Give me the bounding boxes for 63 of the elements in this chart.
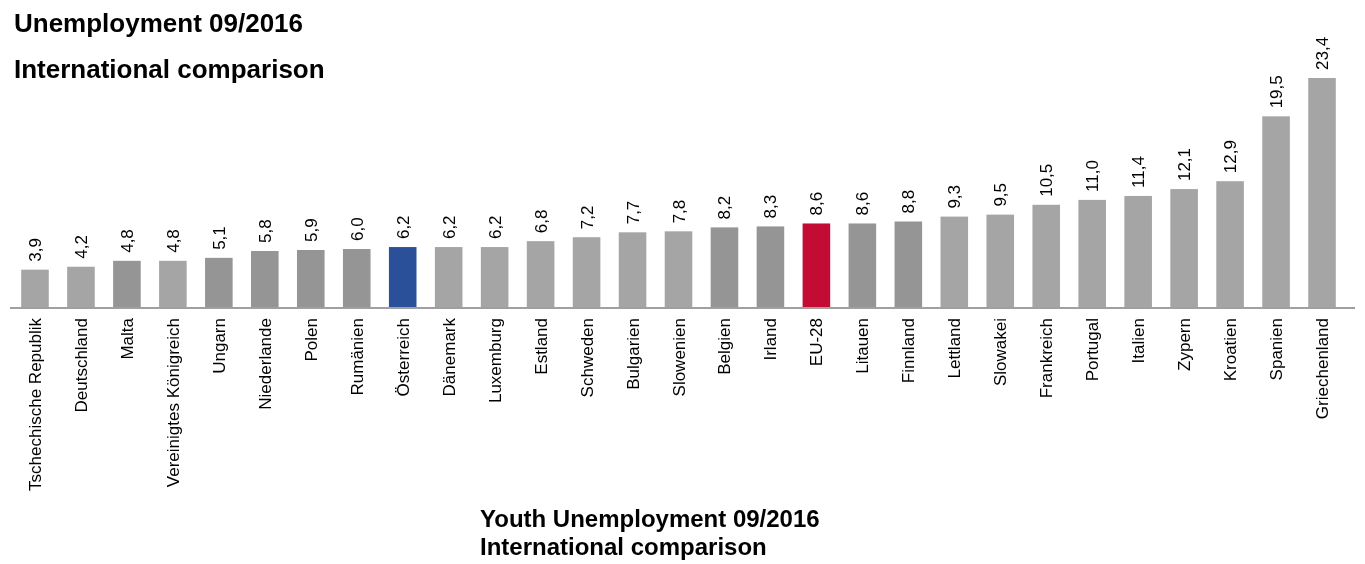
data-label: 6,2 xyxy=(485,215,505,240)
x-tick-label: Tschechische Republik xyxy=(25,317,45,491)
x-tick-label: Niederlande xyxy=(255,318,275,410)
data-label: 11,4 xyxy=(1129,156,1149,188)
x-tick-label: Litauen xyxy=(853,318,873,374)
data-label: 12,9 xyxy=(1221,140,1241,174)
data-label: 5,9 xyxy=(301,218,321,243)
data-label: 12,1 xyxy=(1175,147,1195,182)
x-tick-label: Italien xyxy=(1129,318,1149,364)
data-label: 8,3 xyxy=(761,194,781,219)
data-label: 5,1 xyxy=(209,226,229,250)
x-tick-label: Griechenland xyxy=(1313,318,1333,420)
data-label: 6,2 xyxy=(393,215,413,240)
data-label: 9,3 xyxy=(945,184,965,209)
x-tick-label: EU-28 xyxy=(807,318,827,367)
data-label: 19,5 xyxy=(1267,75,1287,109)
x-tick-label: Belgien xyxy=(715,318,735,375)
x-tick-label: Österreich xyxy=(393,318,413,397)
data-label: 7,2 xyxy=(577,205,597,230)
x-tick-label: Slowakei xyxy=(991,318,1011,387)
data-label: 8,6 xyxy=(807,191,827,216)
x-tick-label: Zypern xyxy=(1175,318,1195,371)
data-label: 4,2 xyxy=(71,235,91,259)
data-label: 7,8 xyxy=(669,199,689,224)
data-label: 8,6 xyxy=(853,191,873,216)
data-label: 3,9 xyxy=(25,238,45,262)
x-tick-label: Irland xyxy=(761,318,781,361)
x-tick-label: Rumänien xyxy=(347,318,367,396)
data-label: 8,8 xyxy=(899,189,919,214)
x-tick-label: Kroatien xyxy=(1221,318,1241,382)
data-label: 11,0 xyxy=(1083,160,1103,192)
x-tick-label: Dänemark xyxy=(439,317,459,397)
data-label: 6,0 xyxy=(347,217,367,242)
data-label: 5,8 xyxy=(255,219,275,243)
x-tick-label: Portugal xyxy=(1083,318,1103,382)
data-label: 4,8 xyxy=(117,229,137,253)
x-tick-label: Lettland xyxy=(945,318,965,379)
data-label: 9,5 xyxy=(991,182,1011,207)
x-tick-label: Finnland xyxy=(899,318,919,384)
chart-title: Unemployment 09/2016 xyxy=(14,8,304,38)
text: Youth Unemployment 09/2016 International comparison xyxy=(480,505,820,560)
x-tick-label: Malta xyxy=(117,317,137,360)
x-tick-label: Vereinigtes Königreich xyxy=(163,318,183,488)
x-tick-label: Spanien xyxy=(1267,318,1287,381)
x-tick-label: Slowenien xyxy=(669,318,689,397)
x-tick-label: Estland xyxy=(531,318,551,375)
data-label: 6,2 xyxy=(439,215,459,240)
x-tick-label: Bulgarien xyxy=(623,318,643,390)
data-label: 6,8 xyxy=(531,209,551,234)
x-tick-label: Frankreich xyxy=(1037,318,1057,399)
x-tick-label: Schweden xyxy=(577,318,597,398)
x-tick-label: Polen xyxy=(301,318,321,362)
data-label: 8,2 xyxy=(715,195,735,220)
x-tick-label: Deutschland xyxy=(71,318,91,413)
x-tick-label: Luxemburg xyxy=(485,318,505,404)
data-label: 7,7 xyxy=(623,200,643,225)
x-tick-label: Ungarn xyxy=(209,318,229,374)
chart-subtitle: International comparison xyxy=(14,54,325,84)
data-label: 4,8 xyxy=(163,229,183,253)
bar xyxy=(802,223,831,308)
data-label: 23,4 xyxy=(1313,36,1333,70)
bar xyxy=(388,247,417,308)
data-label: 10,5 xyxy=(1037,163,1057,197)
